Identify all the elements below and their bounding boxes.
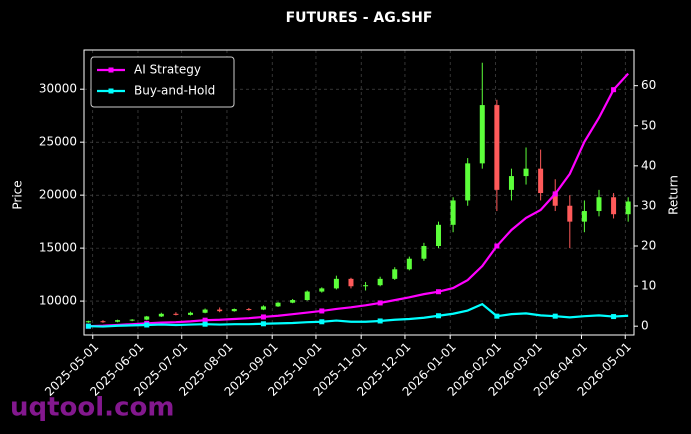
marker — [202, 317, 208, 323]
line — [88, 302, 629, 328]
y2-axis-label: Return — [667, 175, 681, 215]
marker — [611, 87, 617, 93]
watermark: uqtool.com — [10, 393, 174, 423]
marker — [260, 314, 266, 320]
marker — [202, 321, 208, 327]
candle-body — [406, 258, 412, 270]
candle-body — [348, 278, 354, 287]
marker — [85, 323, 91, 329]
candle-body — [115, 320, 121, 322]
legend-label: Buy-and-Hold — [134, 84, 215, 98]
candle-body — [494, 105, 500, 190]
candle-body — [596, 197, 602, 212]
y2-tick-label: 30 — [641, 198, 656, 212]
marker — [494, 243, 500, 249]
candle-body — [581, 211, 587, 222]
marker — [319, 308, 325, 314]
candle-body — [436, 224, 442, 247]
marker — [611, 314, 617, 320]
candle-body — [625, 201, 631, 215]
y2-tick-label: 10 — [641, 279, 656, 293]
marker — [144, 322, 150, 328]
candle-body — [129, 319, 135, 321]
marker — [319, 319, 325, 325]
y2-tick-label: 20 — [641, 239, 656, 253]
candle-body — [479, 105, 485, 164]
candle-body — [246, 309, 252, 311]
candle-body — [333, 278, 339, 289]
candle-body — [202, 309, 208, 313]
candle-body — [377, 278, 383, 286]
legend-box — [90, 56, 235, 108]
marker — [260, 321, 266, 327]
candle-body — [144, 316, 150, 320]
candle-body — [319, 288, 325, 292]
candle-body — [450, 200, 456, 225]
candle-body — [100, 321, 106, 323]
y-tick-label: 20000 — [39, 188, 77, 202]
marker — [377, 318, 383, 324]
candle-body — [304, 291, 310, 301]
candle-body — [567, 205, 573, 222]
candle-body — [260, 306, 266, 310]
candle-body — [421, 246, 427, 259]
candle-body — [508, 176, 514, 190]
candle-body — [217, 309, 223, 312]
candle-body — [611, 197, 617, 215]
marker — [436, 313, 442, 319]
y-tick-label: 10000 — [39, 294, 77, 308]
candle-body — [290, 300, 296, 303]
candle-body — [523, 168, 529, 177]
y-axis-label: Price — [11, 180, 25, 209]
candle-body — [552, 193, 558, 206]
plot-frame — [83, 49, 635, 336]
y-tick-label: 15000 — [39, 241, 77, 255]
y-tick-label: 30000 — [39, 82, 77, 96]
legend-label: AI Strategy — [134, 63, 201, 77]
line — [88, 72, 629, 328]
legend-marker — [108, 88, 114, 94]
candle-body — [392, 269, 398, 279]
legend-marker — [108, 67, 114, 73]
candle-body — [173, 313, 179, 315]
y2-tick-label: 50 — [641, 118, 656, 132]
marker — [436, 289, 442, 295]
y2-tick-label: 60 — [641, 78, 656, 92]
candle-body — [158, 313, 164, 317]
candle-body — [363, 285, 369, 287]
y2-tick-label: 40 — [641, 158, 656, 172]
marker — [494, 313, 500, 319]
marker — [552, 313, 558, 319]
candle-body — [538, 168, 544, 194]
candle-body — [465, 163, 471, 201]
candle-body — [275, 302, 281, 307]
candle-body — [187, 312, 193, 315]
marker — [377, 300, 383, 306]
y-tick-label: 25000 — [39, 135, 77, 149]
marker — [552, 191, 558, 197]
chart-title: FUTURES - AG.SHF — [286, 10, 433, 26]
candle-body — [231, 309, 237, 312]
y2-tick-label: 0 — [641, 319, 649, 333]
candle-body — [85, 321, 91, 323]
